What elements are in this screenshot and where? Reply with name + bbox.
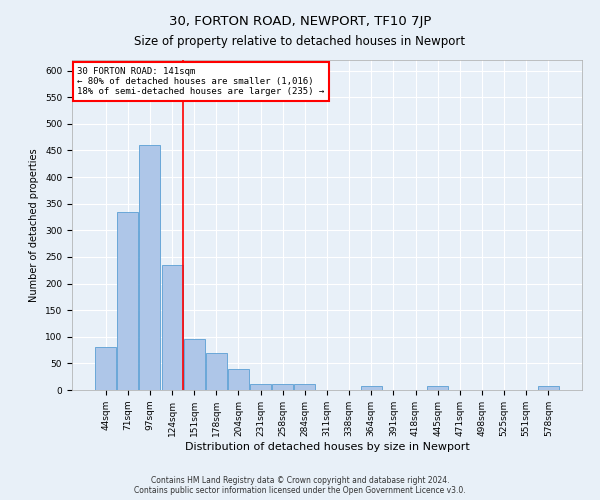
Bar [139,145,160,390]
X-axis label: Distribution of detached houses by size in Newport: Distribution of detached houses by size … [185,442,469,452]
Bar [250,384,271,390]
Text: Size of property relative to detached houses in Newport: Size of property relative to detached ho… [134,35,466,48]
Bar [295,384,316,390]
Bar [161,265,182,390]
Bar [272,384,293,390]
Bar [118,212,139,390]
Text: 30, FORTON ROAD, NEWPORT, TF10 7JP: 30, FORTON ROAD, NEWPORT, TF10 7JP [169,15,431,28]
Bar [427,386,448,390]
Text: Contains HM Land Registry data © Crown copyright and database right 2024.
Contai: Contains HM Land Registry data © Crown c… [134,476,466,495]
Bar [361,386,382,390]
Bar [95,348,116,390]
Bar [184,340,205,390]
Bar [206,352,227,390]
Text: 30 FORTON ROAD: 141sqm
← 80% of detached houses are smaller (1,016)
18% of semi-: 30 FORTON ROAD: 141sqm ← 80% of detached… [77,66,325,96]
Y-axis label: Number of detached properties: Number of detached properties [29,148,40,302]
Bar [228,368,249,390]
Bar [538,386,559,390]
